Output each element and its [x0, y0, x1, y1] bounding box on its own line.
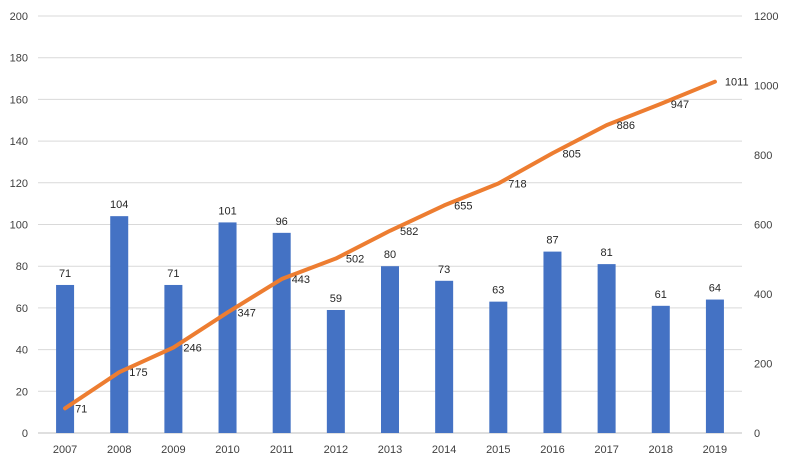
line-data-label: 71: [75, 403, 87, 415]
bar: [489, 301, 508, 433]
bar: [110, 216, 129, 433]
line-data-label: 655: [454, 200, 472, 212]
y-left-tick-label: 40: [16, 345, 28, 357]
y-left-tick-label: 180: [10, 53, 28, 65]
bar-data-label: 63: [492, 285, 504, 297]
bar-data-label: 104: [110, 199, 128, 211]
bar-data-label: 101: [218, 205, 236, 217]
bar: [164, 284, 183, 433]
x-tick-label: 2011: [270, 444, 294, 456]
y-left-tick-label: 20: [16, 386, 28, 398]
bar: [56, 284, 75, 433]
line-data-label: 347: [238, 307, 256, 319]
y-left-tick-label: 200: [10, 11, 28, 23]
bar-data-label: 73: [438, 264, 450, 276]
line-data-label: 1011: [725, 77, 749, 89]
bar-data-label: 59: [330, 293, 342, 305]
x-tick-label: 2012: [324, 444, 348, 456]
x-tick-label: 2016: [540, 444, 564, 456]
x-tick-label: 2010: [215, 444, 239, 456]
bar: [543, 251, 562, 433]
y-left-tick-label: 0: [22, 428, 28, 440]
bar: [218, 222, 237, 433]
line-data-label: 582: [400, 226, 418, 238]
x-tick-label: 2018: [649, 444, 673, 456]
y-right-tick-label: 200: [754, 359, 772, 371]
x-tick-label: 2014: [432, 444, 456, 456]
y-right-tick-label: 800: [754, 150, 772, 162]
bar-data-label: 80: [384, 249, 396, 261]
bar-data-label: 64: [709, 283, 721, 295]
line-data-label: 175: [129, 367, 147, 379]
bar: [381, 266, 399, 433]
bar: [435, 280, 454, 433]
bar-data-label: 71: [167, 268, 179, 280]
bar-data-label: 61: [655, 289, 667, 301]
x-tick-label: 2019: [703, 444, 727, 456]
x-tick-label: 2013: [378, 444, 402, 456]
y-right-tick-label: 1200: [754, 11, 778, 23]
y-left-tick-label: 100: [10, 220, 28, 232]
x-tick-label: 2017: [594, 444, 618, 456]
line-data-label: 886: [617, 120, 635, 132]
line-data-label: 947: [671, 99, 689, 111]
bar: [272, 232, 291, 433]
x-tick-label: 2008: [107, 444, 131, 456]
bar-data-label: 71: [59, 268, 71, 280]
x-tick-label: 2009: [161, 444, 185, 456]
y-right-tick-label: 600: [754, 220, 772, 232]
y-left-tick-label: 140: [10, 136, 28, 148]
y-left-tick-label: 120: [10, 178, 28, 190]
y-left-tick-label: 60: [16, 303, 28, 315]
y-left-tick-label: 80: [16, 261, 28, 273]
line-data-label: 718: [508, 178, 526, 190]
line-data-label: 246: [183, 343, 201, 355]
line-data-label: 805: [562, 148, 580, 160]
bar-data-label: 96: [276, 216, 288, 228]
bar: [597, 264, 616, 433]
line-data-label: 443: [292, 274, 310, 286]
bar: [705, 299, 724, 433]
y-left-tick-label: 160: [10, 94, 28, 106]
line-data-label: 502: [346, 254, 364, 266]
bar: [326, 309, 345, 433]
y-right-tick-label: 400: [754, 289, 772, 301]
y-right-tick-label: 1000: [754, 81, 778, 93]
bar: [651, 305, 670, 433]
x-tick-label: 2007: [53, 444, 77, 456]
y-right-tick-label: 0: [754, 428, 760, 440]
x-tick-label: 2015: [486, 444, 510, 456]
bar-data-label: 81: [600, 247, 612, 259]
bar-data-label: 87: [546, 235, 558, 247]
